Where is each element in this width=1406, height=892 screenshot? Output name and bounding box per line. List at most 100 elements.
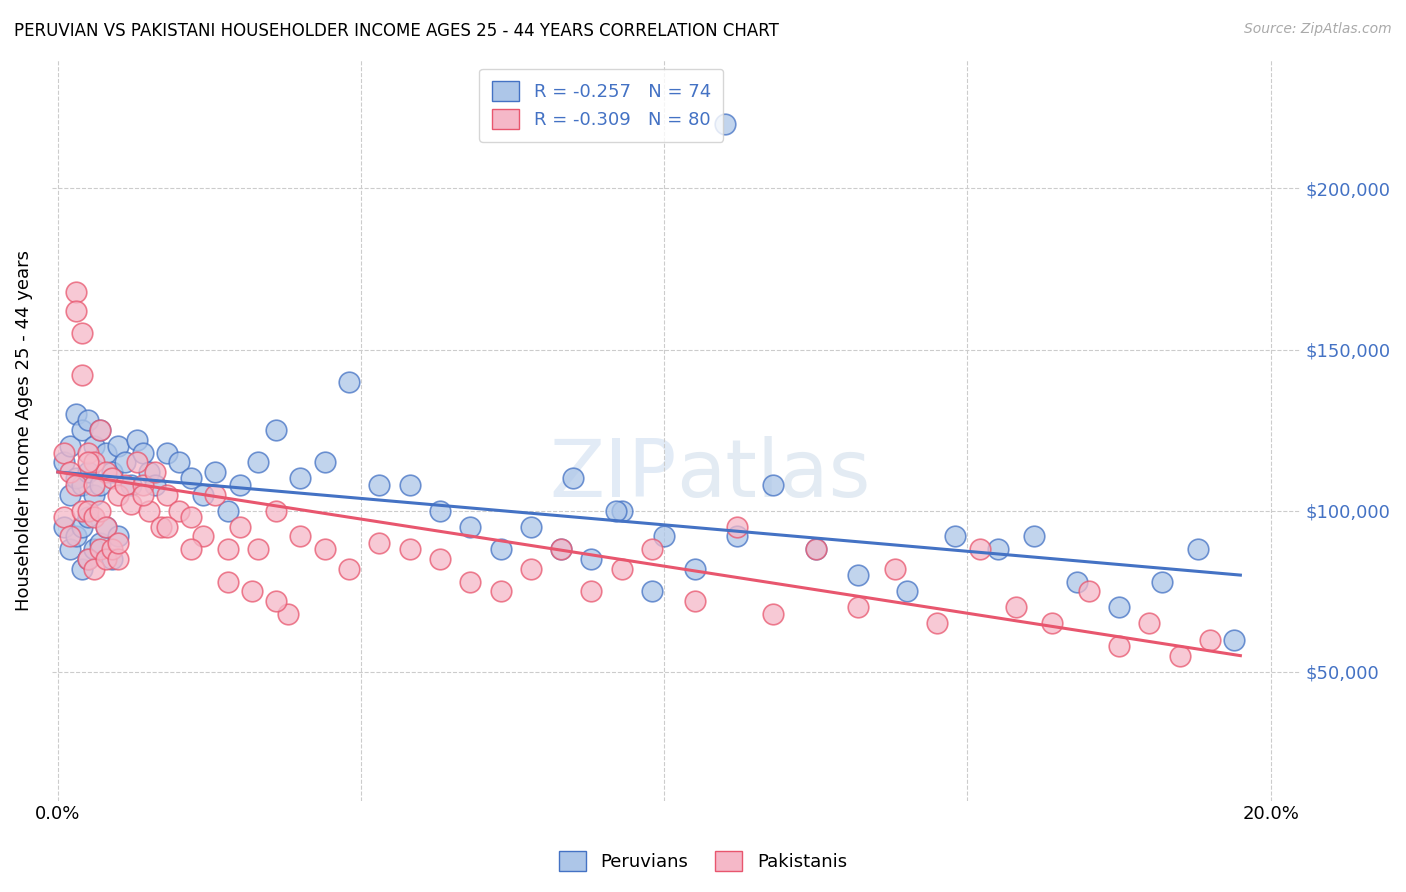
Point [290,471,312,485]
Point [429,552,451,566]
Point [138,465,160,479]
Point [550,542,572,557]
Point [581,584,603,599]
Point [70,423,93,437]
Point [65,478,87,492]
Point [77,465,100,479]
Point [1108,600,1130,615]
Point [264,594,287,608]
Point [65,529,87,543]
Point [641,584,664,599]
Point [89,503,111,517]
Point [652,529,675,543]
Point [714,117,737,131]
Point [59,439,82,453]
Point [52,455,75,469]
Point [683,561,706,575]
Point [489,584,512,599]
Point [59,529,82,543]
Point [683,594,706,608]
Point [550,542,572,557]
Point [77,413,100,427]
Point [156,520,179,534]
Point [70,561,93,575]
Point [89,423,111,437]
Point [1150,574,1173,589]
Point [896,584,918,599]
Point [1040,616,1063,631]
Point [96,520,118,534]
Point [156,445,179,459]
Point [107,529,129,543]
Point [489,542,512,557]
Point [180,510,202,524]
Point [846,568,869,582]
Point [167,503,190,517]
Point [229,520,252,534]
Point [398,478,420,492]
Point [101,552,124,566]
Point [77,552,100,566]
Point [240,584,263,599]
Point [107,536,129,550]
Point [1024,529,1046,543]
Point [180,471,202,485]
Point [610,503,633,517]
Point [125,455,148,469]
Point [89,478,111,492]
Text: PERUVIAN VS PAKISTANI HOUSEHOLDER INCOME AGES 25 - 44 YEARS CORRELATION CHART: PERUVIAN VS PAKISTANI HOUSEHOLDER INCOME… [14,22,779,40]
Point [89,536,111,550]
Point [143,478,166,492]
Point [883,561,905,575]
Point [83,439,105,453]
Point [193,529,215,543]
Point [52,520,75,534]
Point [114,478,136,492]
Point [96,465,118,479]
Point [120,497,142,511]
Text: atlas: atlas [676,435,870,514]
Point [1005,600,1028,615]
Point [59,487,82,501]
Point [314,542,336,557]
Point [77,552,100,566]
Point [101,471,124,485]
Point [77,510,100,524]
Point [562,471,585,485]
Point [264,503,287,517]
Point [762,607,785,621]
Point [114,455,136,469]
Point [101,542,124,557]
Point [229,478,252,492]
Point [458,520,481,534]
Point [120,478,142,492]
Point [70,478,93,492]
Point [1077,584,1099,599]
Point [1223,632,1246,647]
Point [107,487,129,501]
Point [132,445,155,459]
Point [96,552,118,566]
Point [83,561,105,575]
Point [107,439,129,453]
Point [762,478,785,492]
Point [156,487,179,501]
Point [969,542,991,557]
Y-axis label: Householder Income Ages 25 - 44 years: Householder Income Ages 25 - 44 years [15,250,32,611]
Legend: R = -0.257   N = 74, R = -0.309   N = 80: R = -0.257 N = 74, R = -0.309 N = 80 [479,69,724,142]
Point [89,542,111,557]
Point [337,375,360,389]
Point [132,487,155,501]
Point [70,503,93,517]
Point [70,326,93,341]
Point [59,542,82,557]
Point [277,607,299,621]
Point [264,423,287,437]
Point [398,542,420,557]
Point [125,433,148,447]
Point [725,520,748,534]
Point [59,465,82,479]
Point [101,465,124,479]
Point [77,455,100,469]
Point [987,542,1010,557]
